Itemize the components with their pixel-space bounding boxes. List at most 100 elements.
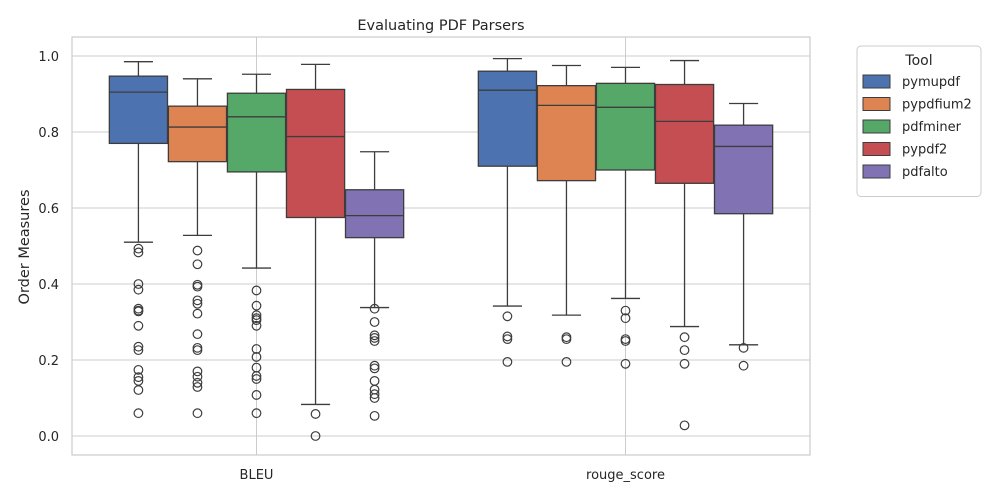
outlier-point [620,305,631,316]
outlier-point [192,377,203,388]
iqr-box [226,92,287,173]
outlier-point [192,295,203,306]
outlier-point [369,410,380,421]
outlier-point [738,342,749,353]
outlier-point [251,352,262,362]
outlier-point [561,357,572,367]
outlier-point [679,332,690,343]
outlier-point [251,300,262,311]
y-tick-label: 0.4 [38,278,59,293]
box-pdfalto-rouge_score [713,102,774,371]
legend-label: pypdfium2 [902,98,972,113]
outlier-point [310,409,321,419]
outlier-point [133,408,144,419]
legend-item-pypdfium2: pypdfium2 [862,97,972,113]
y-tick-label: 0.2 [38,354,59,369]
x-tick-label: rouge_score [586,468,665,483]
outlier-point [251,285,262,296]
outlier-point [251,371,262,381]
outlier-point [133,284,144,295]
legend-label: pdfalto [902,165,948,180]
outlier-point [369,393,380,403]
outlier-point [738,360,749,371]
box-pypdfium2-BLEU [167,78,228,419]
iqr-box [344,189,405,239]
box-pymupdf-rouge_score [477,58,538,367]
outlier-point [192,408,203,419]
y-tick-label: 1.0 [38,50,59,65]
outlier-point [251,315,262,326]
outlier-point [251,310,262,321]
legend: Tool pymupdf pypdfium2 pdfminer pypdf2 pdfalt… [856,45,982,197]
outlier-point [133,372,144,383]
box-pypdfium2-rouge_score [536,64,597,367]
legend-label: pymupdf [902,75,960,90]
legend-item-pypdf2: pypdf2 [862,142,947,158]
outlier-point [561,334,572,345]
outlier-point [192,345,203,356]
outlier-point [192,279,203,290]
outlier-point [369,363,380,374]
outlier-point [192,366,203,377]
outlier-point [502,311,513,322]
outlier-point [192,245,203,256]
outlier-point [561,332,572,343]
outlier-point [679,345,690,356]
outlier-point [620,358,631,369]
iqr-box [536,84,597,182]
y-axis-title: Order Measures [17,190,33,305]
iqr-box [654,83,715,184]
outlier-point [192,329,203,340]
legend-swatch [862,74,891,89]
iqr-box [285,88,346,219]
outlier-point [192,308,203,319]
outlier-point [133,385,144,395]
outlier-point [192,259,203,270]
plot-area: 0.0 0.2 0.4 0.6 0.8 1.0 BLEU rouge_score [38,36,811,483]
legend-title: Tool [904,53,932,69]
outlier-point [502,334,513,345]
legend-item-pymupdf: pymupdf [862,74,960,90]
iqr-box [477,70,538,167]
legend-swatch [862,142,891,156]
iqr-box [595,82,656,171]
plot-frame [71,36,811,456]
box-pdfminer-BLEU [226,73,287,419]
legend-swatch [862,164,891,179]
outlier-point [192,298,203,309]
outlier-point [133,279,144,289]
outlier-point [620,313,631,324]
outlier-point [502,331,513,342]
outlier-point [369,389,380,400]
outlier-point [251,344,262,354]
y-tick-label: 0.0 [38,430,59,445]
iqr-box [108,75,169,145]
outlier-point [251,320,262,331]
outlier-point [369,336,380,346]
outlier-point [369,376,380,386]
legend-item-pdfalto: pdfalto [862,164,948,180]
box-pypdf2-BLEU [285,63,346,441]
outlier-point [369,303,380,314]
box-pdfminer-rouge_score [595,66,656,369]
x-tick-label: BLEU [240,468,274,483]
outlier-point [192,382,203,392]
outlier-point [133,320,144,331]
outlier-point [251,408,262,419]
legend-swatch [862,97,891,111]
outlier-point [133,345,144,356]
outlier-point [620,336,631,346]
outlier-point [369,317,380,327]
outlier-point [133,243,144,254]
outlier-point [192,281,203,292]
outlier-point [369,360,380,371]
outlier-point [251,390,262,400]
outlier-point [251,374,262,384]
legend-swatch [862,119,891,134]
box-pymupdf-BLEU [108,61,169,419]
outlier-point [133,341,144,352]
y-tick-label: 0.8 [38,126,59,141]
outlier-point [679,358,690,369]
outlier-point [192,371,203,382]
